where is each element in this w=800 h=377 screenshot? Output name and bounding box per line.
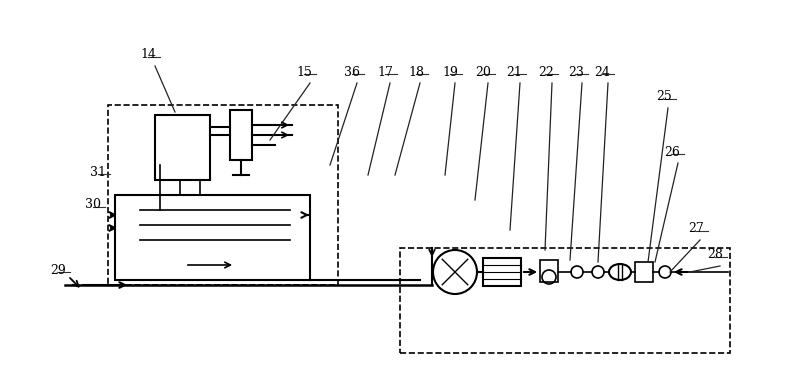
Text: 26: 26 xyxy=(664,146,680,158)
Text: 31: 31 xyxy=(90,166,106,178)
Text: 14: 14 xyxy=(140,49,156,61)
Text: 19: 19 xyxy=(442,66,458,78)
Bar xyxy=(108,105,338,285)
Bar xyxy=(635,262,653,282)
Text: 24: 24 xyxy=(594,66,610,78)
Bar xyxy=(230,110,252,160)
Text: 17: 17 xyxy=(377,66,393,78)
Text: 21: 21 xyxy=(506,66,522,78)
Bar xyxy=(400,248,730,353)
Text: 28: 28 xyxy=(707,248,723,262)
Text: 29: 29 xyxy=(50,264,66,276)
Text: 18: 18 xyxy=(408,66,424,78)
Text: 22: 22 xyxy=(538,66,554,78)
Text: 20: 20 xyxy=(475,66,491,78)
Bar xyxy=(483,258,521,286)
Bar xyxy=(155,115,210,180)
Bar xyxy=(540,260,558,282)
Text: 23: 23 xyxy=(568,66,584,78)
Text: 27: 27 xyxy=(688,222,704,236)
Text: 15: 15 xyxy=(296,66,312,78)
Bar xyxy=(115,195,310,280)
Text: 30: 30 xyxy=(85,199,101,211)
Text: 36: 36 xyxy=(344,66,360,78)
Text: 25: 25 xyxy=(656,90,672,104)
